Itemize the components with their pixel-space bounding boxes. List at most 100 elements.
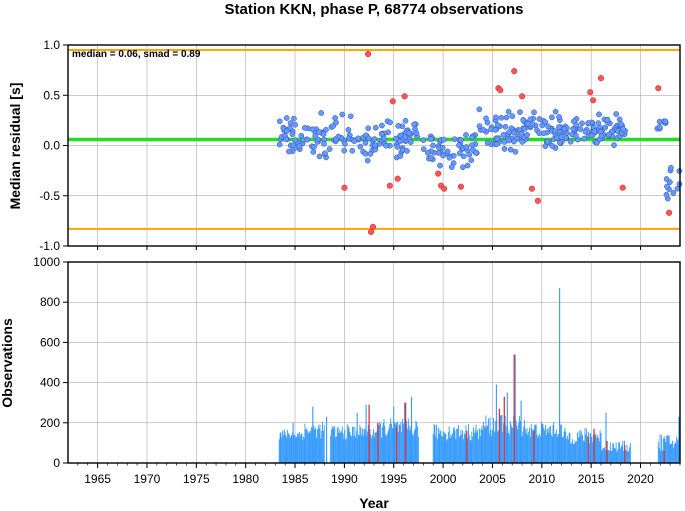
residual-point	[321, 140, 327, 147]
residual-point	[466, 151, 473, 158]
observation-ticks: 1965 1970 1975 1980 1985 1990 1995 2000 2005 2010…	[33, 255, 681, 486]
residual-point	[448, 164, 455, 170]
residual-point	[581, 135, 588, 142]
residual-point	[357, 143, 364, 150]
residual-point	[347, 113, 354, 120]
residual-point	[276, 118, 283, 125]
residual-point	[602, 124, 609, 131]
residual-point	[364, 157, 371, 164]
outlier-point	[511, 68, 518, 75]
x-tick-label: 1990	[331, 472, 358, 486]
outlier-point	[666, 209, 673, 216]
residual-point	[506, 129, 513, 136]
residual-y-tick-label: -1.0	[39, 239, 60, 253]
residual-point	[518, 130, 525, 137]
observation-y-tick-label: 600	[40, 335, 60, 349]
residual-point	[444, 148, 451, 155]
stats-annotation: median = 0.06, smad = 0.89	[72, 49, 201, 60]
outlier-point	[441, 185, 448, 192]
residual-point	[483, 115, 489, 122]
outlier-point	[389, 98, 396, 105]
residual-point	[558, 134, 565, 140]
residual-point	[333, 119, 339, 126]
residual-point	[549, 114, 555, 121]
residual-point	[460, 164, 466, 171]
residual-point	[395, 123, 402, 129]
residual-point	[493, 141, 500, 148]
residual-point	[596, 111, 602, 118]
residual-point	[549, 143, 556, 149]
residual-point	[342, 141, 348, 147]
residual-point	[463, 144, 470, 150]
residual-point	[326, 146, 333, 152]
residual-point	[502, 123, 509, 130]
residual-point	[310, 149, 317, 155]
residual-point	[588, 132, 595, 139]
x-tick-label: 2015	[578, 472, 605, 486]
residual-point	[493, 114, 499, 121]
residual-point	[425, 150, 431, 156]
residual-point	[556, 139, 563, 146]
residual-point	[591, 128, 598, 135]
residual-point	[551, 128, 558, 135]
residual-point	[440, 152, 446, 159]
residual-point	[372, 124, 379, 131]
residual-point	[460, 153, 467, 160]
chart-title: Station KKN, phase P, 68774 observations	[225, 1, 524, 18]
residual-point	[606, 131, 612, 138]
outlier-point	[619, 184, 626, 191]
residual-point	[387, 119, 393, 126]
residual-point	[468, 157, 475, 164]
residual-point	[668, 164, 674, 171]
residual-point	[492, 127, 499, 133]
residual-point	[501, 139, 508, 145]
observation-y-tick-label: 0	[53, 456, 60, 470]
residual-point	[451, 136, 458, 143]
residual-point	[620, 126, 627, 133]
residual-point	[561, 126, 568, 132]
residual-y-ticks: 1.0 0.5 0.0 -0.5 -1.0	[39, 38, 642, 253]
residual-point	[582, 128, 589, 135]
residual-point	[286, 148, 292, 155]
residual-point	[309, 126, 316, 133]
residual-point	[402, 117, 409, 124]
residual-y-tick-label: 1.0	[43, 38, 60, 52]
residual-point	[440, 136, 447, 143]
residual-point	[393, 135, 399, 142]
outlier-point	[394, 175, 401, 182]
residual-point	[469, 134, 475, 141]
residual-point	[362, 150, 369, 157]
residual-point	[611, 142, 617, 148]
residual-point	[480, 127, 487, 133]
residual-y-tick-label: -0.5	[39, 189, 60, 203]
residual-point	[545, 123, 551, 130]
residual-point	[456, 150, 463, 157]
x-axis-label: Year	[359, 495, 389, 511]
observation-y-tick-label: 400	[40, 376, 60, 390]
residual-point	[383, 142, 389, 149]
residual-point	[406, 130, 413, 137]
x-tick-label: 1985	[282, 472, 309, 486]
residual-point	[536, 130, 543, 137]
residual-point	[430, 142, 436, 149]
residual-point	[397, 153, 404, 159]
residual-point	[509, 113, 516, 119]
residual-point	[283, 136, 289, 143]
residual-point	[505, 108, 512, 115]
observation-panel: 1965 1970 1975 1980 1985 1990 1995 2000 2005 2010…	[0, 255, 681, 511]
x-tick-label: 1970	[134, 472, 161, 486]
residual-point	[579, 120, 585, 127]
residual-point	[407, 139, 414, 145]
residual-point	[476, 123, 483, 130]
residual-point	[345, 127, 352, 133]
residual-point	[304, 136, 311, 143]
residual-point	[517, 109, 523, 115]
residual-point	[322, 150, 328, 157]
residual-point	[556, 124, 562, 130]
observation-y-tick-label: 800	[40, 295, 60, 309]
residual-point	[542, 119, 548, 125]
residual-point	[365, 125, 372, 132]
outlier-point	[369, 223, 377, 230]
residual-panel: 1.0 0.5 0.0 -0.5 -1.0 median = 0.06, smad = …	[7, 38, 683, 253]
residual-point	[292, 121, 299, 128]
